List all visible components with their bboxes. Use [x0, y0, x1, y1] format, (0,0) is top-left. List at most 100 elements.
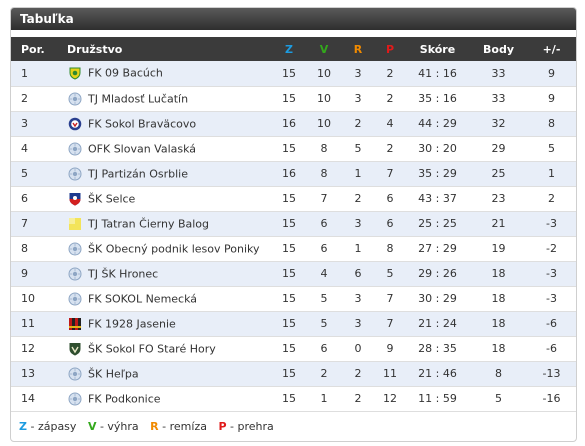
- team-name: FK Podkonice: [88, 392, 161, 405]
- cell-team: ŠK Heľpa: [61, 361, 271, 386]
- cell-r: 3: [354, 66, 362, 80]
- cell-p: 7: [386, 167, 394, 180]
- cell-v: 7: [320, 192, 328, 205]
- team-name: FK 09 Bacúch: [88, 66, 163, 80]
- cell-p: 2: [386, 66, 394, 80]
- cell-diff: 9: [548, 92, 555, 105]
- cell-p: 2: [386, 142, 394, 155]
- legend-key-z: Z: [19, 420, 27, 433]
- cell-v: 5: [320, 292, 328, 305]
- title-gap: [11, 30, 576, 37]
- cell-r: 1: [354, 242, 362, 255]
- cell-p: 7: [386, 317, 394, 330]
- team-name: ŠK Selce: [88, 192, 136, 205]
- cell-team: TJ Partizán Osrblie: [61, 161, 271, 186]
- col-header-v: V: [319, 42, 329, 56]
- yellow-green-crest-icon: [68, 66, 82, 80]
- cell-r: 5: [354, 142, 362, 155]
- cell-points: 29: [491, 142, 506, 155]
- legend-item-p: P - prehra: [218, 420, 273, 433]
- cell-p: 8: [386, 242, 394, 255]
- cell-v: 6: [320, 342, 328, 355]
- generic-ball-icon: [68, 92, 82, 106]
- team-name: FK Sokol Braväcovo: [88, 117, 197, 130]
- cell-diff: 9: [548, 66, 555, 80]
- team-name: FK SOKOL Nemecká: [88, 292, 198, 305]
- cell-p: 2: [386, 92, 394, 105]
- cell-p: 11: [383, 367, 397, 380]
- cell-pos: 4: [21, 142, 28, 155]
- cell-score: 41 : 16: [418, 66, 457, 80]
- cell-points: 33: [491, 92, 506, 105]
- cell-score: 27 : 29: [418, 242, 457, 255]
- cell-z: 16: [282, 117, 296, 130]
- cell-points: 18: [491, 317, 506, 330]
- cell-team: ŠK Selce: [61, 186, 271, 211]
- cell-team: TJ Tatran Čierny Balog: [61, 211, 271, 236]
- cell-z: 15: [282, 92, 296, 105]
- cell-r: 6: [354, 267, 362, 280]
- cell-v: 2: [320, 367, 328, 380]
- generic-ball-icon: [68, 367, 82, 381]
- cell-team: FK Sokol Braväcovo: [61, 111, 271, 136]
- cell-team: ŠK Obecný podnik lesov Poniky: [61, 236, 271, 261]
- col-header-points: Body: [483, 42, 514, 56]
- cell-z: 15: [282, 142, 296, 155]
- cell-z: 15: [282, 342, 296, 355]
- cell-v: 4: [320, 267, 328, 280]
- generic-ball-icon: [68, 267, 82, 281]
- cell-points: 5: [495, 392, 502, 405]
- cell-diff: -16: [542, 392, 561, 405]
- legend-text-p: - prehra: [226, 420, 274, 433]
- team-name: TJ Tatran Čierny Balog: [88, 217, 210, 230]
- team-name: ŠK Sokol FO Staré Hory: [88, 342, 216, 355]
- cell-r: 3: [354, 92, 362, 105]
- cell-score: 30 : 29: [418, 292, 457, 305]
- cell-r: 3: [354, 317, 362, 330]
- table-row: 12 ŠK Sokol FO Staré Hory 15 6 0 9 28 : 35 18 -6: [11, 336, 576, 361]
- legend-key-p: P: [218, 420, 227, 433]
- cell-team: OFK Slovan Valaská: [61, 136, 271, 161]
- table-row: 1 FK 09 Bacúch 15 10 3 2 41 : 16 33 9: [11, 61, 576, 86]
- cell-diff: 5: [548, 142, 555, 155]
- table-row: 11 FK 1928 Jasenie 15 5 3 7 21 : 24 18 -6: [11, 311, 576, 336]
- legend-item-v: V - výhra: [88, 420, 139, 433]
- cell-pos: 6: [21, 192, 28, 205]
- cell-v: 10: [317, 92, 331, 105]
- table-row: 7 TJ Tatran Čierny Balog 15 6 3 6 25 : 25 21 -3: [11, 211, 576, 236]
- cell-pos: 13: [21, 367, 35, 380]
- cell-r: 2: [354, 367, 362, 380]
- legend-key-v: V: [87, 420, 97, 433]
- cell-z: 15: [282, 367, 296, 380]
- cell-pos: 5: [21, 167, 28, 180]
- blue-red-shield-icon: [68, 192, 82, 206]
- cell-diff: 1: [548, 167, 555, 180]
- cell-score: 29 : 26: [418, 267, 457, 280]
- col-header-score: Skóre: [419, 42, 456, 56]
- cell-r: 2: [354, 117, 362, 130]
- cell-points: 19: [491, 242, 506, 255]
- cell-v: 10: [317, 66, 331, 80]
- cell-pos: 10: [21, 292, 35, 305]
- cell-score: 43 : 37: [418, 192, 457, 205]
- cell-r: 0: [354, 342, 362, 355]
- cell-points: 32: [491, 117, 506, 130]
- table-row: 14 FK Podkonice 15 1 2 12 11 : 59 5 -16: [11, 386, 576, 411]
- cell-r: 1: [354, 167, 362, 180]
- cell-z: 16: [282, 167, 296, 180]
- cell-pos: 7: [21, 217, 28, 230]
- cell-z: 15: [282, 267, 296, 280]
- cell-points: 18: [491, 267, 506, 280]
- generic-ball-icon: [68, 142, 82, 156]
- cell-pos: 8: [21, 242, 28, 255]
- cell-p: 6: [386, 192, 394, 205]
- red-black-stripes-crest-icon: [68, 317, 82, 331]
- cell-score: 11 : 59: [418, 392, 457, 405]
- cell-team: ŠK Sokol FO Staré Hory: [61, 336, 271, 361]
- cell-score: 30 : 20: [418, 142, 457, 155]
- table-row: 8 ŠK Obecný podnik lesov Poniky 15 6 1 8 27 : …: [11, 236, 576, 261]
- cell-team: TJ ŠK Hronec: [61, 261, 271, 286]
- table-row: 9 TJ ŠK Hronec 15 4 6 5 29 : 26 18 -3: [11, 261, 576, 286]
- table-row: 10 FK SOKOL Nemecká 15 5 3 7 30 : 29 18 -3: [11, 286, 576, 311]
- cell-v: 1: [320, 392, 328, 405]
